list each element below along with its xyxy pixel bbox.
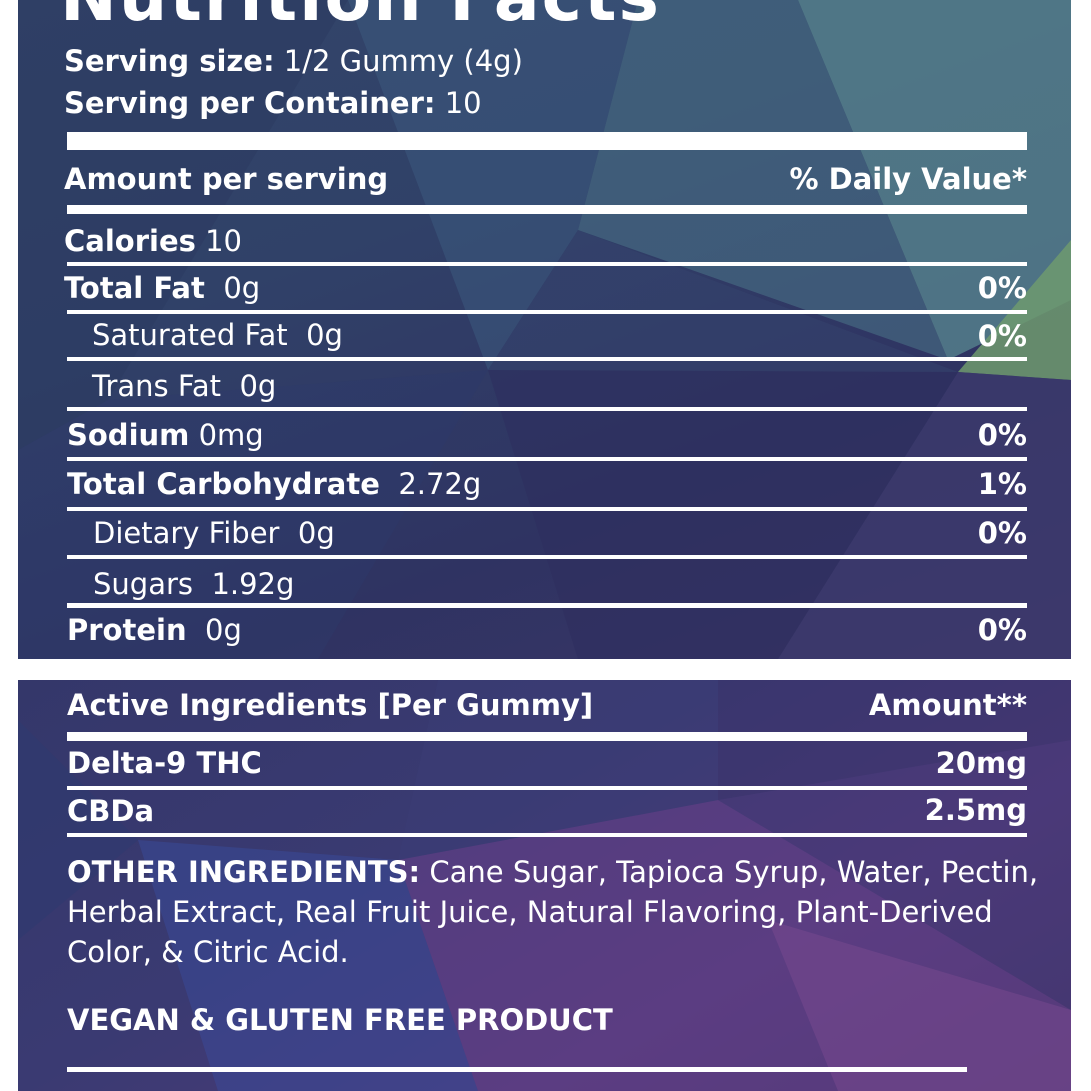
row-divider [67, 262, 1027, 266]
active-ingredient-amount: 2.5mg [924, 793, 1027, 827]
background-polygons [18, 680, 1071, 1091]
label-title: Nutrition Facts [60, 0, 661, 32]
nutrient-amount: 0g [223, 271, 261, 305]
nutrient-name: Saturated Fat [92, 318, 288, 352]
nutrient-row-total-carbohydrate: Total Carbohydrate 2.72g [67, 467, 481, 501]
medium-divider [67, 732, 1027, 741]
nutrient-row-saturated-fat: Saturated Fat 0g [92, 318, 343, 352]
nutrient-dv: 0% [977, 516, 1027, 550]
row-divider [67, 407, 1027, 411]
active-ingredient-amount: 20mg [935, 746, 1027, 780]
nutrient-name: Total Carbohydrate [67, 467, 380, 501]
nutrient-dv: 0% [977, 319, 1027, 353]
nutrient-amount: 0g [306, 318, 343, 352]
row-divider [67, 357, 1027, 361]
vegan-gluten-free-note: VEGAN & GLUTEN FREE PRODUCT [67, 1003, 613, 1037]
servings-per-container-label: Serving per Container: [64, 86, 436, 120]
nutrient-name: Dietary Fiber [93, 516, 280, 550]
bottom-divider [67, 1067, 967, 1072]
row-divider [67, 457, 1027, 461]
amount-per-serving-header: Amount per serving [64, 162, 389, 196]
active-ingredients-panel: Active Ingredients [Per Gummy] Amount** … [18, 680, 1071, 1091]
other-ingredients-paragraph: OTHER INGREDIENTS: Cane Sugar, Tapioca S… [67, 852, 1057, 972]
nutrient-row-sugars: Sugars 1.92g [93, 567, 294, 601]
nutrient-amount: 1.92g [211, 567, 295, 601]
nutrient-name: Total Fat [64, 271, 205, 305]
nutrient-amount: 0g [239, 369, 277, 403]
row-divider [67, 555, 1027, 559]
other-ingredients-text: Cane Sugar, Tapioca Syrup, Water, Pectin… [67, 855, 1039, 969]
nutrient-dv: 0% [977, 418, 1027, 452]
serving-size-label: Serving size: [64, 44, 275, 78]
row-divider [67, 786, 1027, 790]
active-ingredient-name: CBDa [67, 794, 155, 828]
nutrient-row-trans-fat: Trans Fat 0g [92, 369, 276, 403]
nutrient-row-protein: Protein 0g [67, 613, 242, 647]
nutrient-dv: 0% [977, 271, 1027, 305]
nutrient-row-dietary-fiber: Dietary Fiber 0g [93, 516, 335, 550]
calories-value: 10 [205, 224, 243, 258]
daily-value-header: % Daily Value* [789, 162, 1027, 196]
servings-per-container-value: 10 [444, 86, 482, 120]
nutrient-name: Sugars [93, 567, 193, 601]
thick-divider [67, 132, 1027, 150]
calories-label: Calories [64, 224, 196, 258]
active-amount-header: Amount** [868, 688, 1027, 722]
row-divider [67, 310, 1027, 314]
nutrient-amount: 0g [297, 516, 335, 550]
nutrient-dv: 0% [977, 613, 1027, 647]
nutrient-amount: 0mg [198, 418, 264, 452]
row-divider [67, 833, 1027, 837]
nutrient-name: Sodium [67, 418, 190, 452]
serving-size-value: 1/2 Gummy (4g) [283, 44, 523, 78]
nutrient-dv: 1% [977, 467, 1027, 501]
calories-row: Calories 10 [64, 224, 242, 258]
background-polygons [18, 0, 1071, 659]
nutrient-row-sodium: Sodium 0mg [67, 418, 264, 452]
nutrient-name: Protein [67, 613, 187, 647]
row-divider [67, 603, 1027, 608]
serving-size-row: Serving size: 1/2 Gummy (4g) [64, 44, 523, 78]
nutrient-name: Trans Fat [92, 369, 222, 403]
other-ingredients-label: OTHER INGREDIENTS: [67, 855, 421, 889]
nutrient-amount: 0g [205, 613, 242, 647]
nutrient-row-total-fat: Total Fat 0g [64, 271, 260, 305]
nutrition-facts-panel: Nutrition Facts Serving size: 1/2 Gummy … [18, 0, 1071, 659]
servings-per-container-row: Serving per Container: 10 [64, 86, 482, 120]
active-ingredient-name: Delta-9 THC [67, 746, 262, 780]
nutrient-amount: 2.72g [398, 467, 482, 501]
active-ingredients-header: Active Ingredients [Per Gummy] [67, 688, 594, 722]
row-divider [67, 507, 1027, 511]
medium-divider [67, 205, 1027, 214]
